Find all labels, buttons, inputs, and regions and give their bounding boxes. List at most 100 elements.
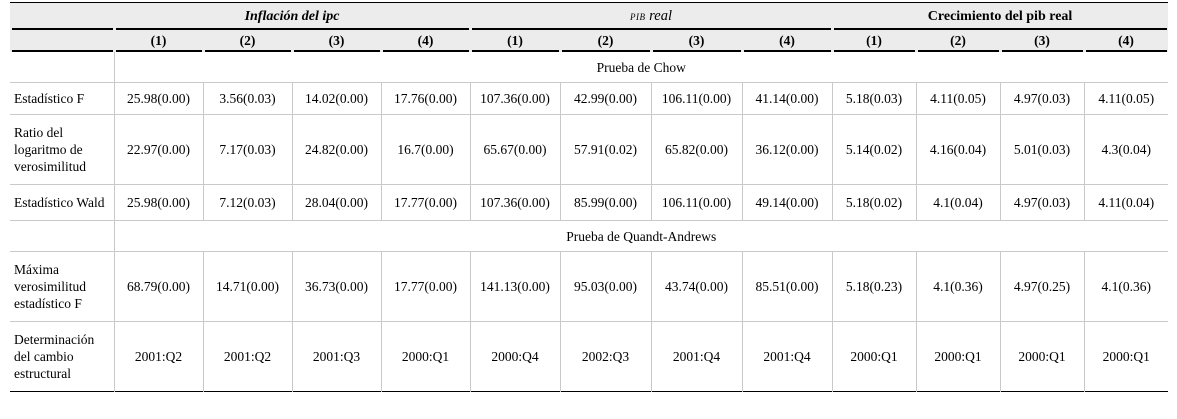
- group-header-inflacion-ipc: Inflación del ipc: [114, 2, 471, 30]
- value-cell: 95.03(0.00): [559, 251, 652, 322]
- value-cell: 4.97(0.03): [999, 82, 1085, 115]
- value-cell: 5.18(0.23): [831, 251, 917, 322]
- table-row-maxima-verosimilitud: Máxima verosimilitud estadístico F 68.79…: [10, 251, 1169, 322]
- column-number-row: (1) (2) (3) (4) (1) (2) (3) (4) (1) (2) …: [10, 30, 1169, 52]
- value-cell: 41.14(0.00): [741, 82, 833, 115]
- value-cell: 4.11(0.04): [1083, 184, 1169, 221]
- value-cell: 28.04(0.00): [291, 184, 381, 221]
- table-row-ratio-verosimilitud: Ratio del logaritmo de verosimilitud 22.…: [10, 114, 1169, 185]
- value-cell: 4.97(0.25): [999, 251, 1085, 322]
- value-cell: 25.98(0.00): [113, 82, 203, 115]
- table-row-cambio-estructural: Determinación del cambio estructural 200…: [10, 321, 1169, 392]
- value-cell: 2000:Q4: [469, 321, 561, 392]
- row-label: Estadístico F: [10, 82, 114, 115]
- col-header: (1): [470, 30, 561, 52]
- value-cell: 14.71(0.00): [202, 251, 292, 322]
- row-label: Determinación del cambio estructural: [10, 321, 114, 392]
- row-label: Máxima verosimilitud estadístico F: [10, 251, 114, 322]
- col-header: (3): [1000, 30, 1085, 52]
- value-cell: 3.56(0.03): [202, 82, 292, 115]
- value-cell: 141.13(0.00): [469, 251, 561, 322]
- value-cell: 2000:Q1: [999, 321, 1085, 392]
- value-cell: 2001:Q2: [202, 321, 292, 392]
- value-cell: 2002:Q3: [559, 321, 652, 392]
- value-cell: 57.91(0.02): [559, 114, 652, 185]
- value-cell: 2001:Q3: [291, 321, 381, 392]
- value-cell: 2001:Q2: [113, 321, 203, 392]
- group-header-row: Inflación del ipc pib real Crecimiento d…: [10, 2, 1169, 30]
- group-header-pib-real: pib real: [470, 2, 833, 30]
- value-cell: 4.11(0.05): [1083, 82, 1169, 115]
- value-cell: 16.7(0.00): [380, 114, 471, 185]
- group-label: Crecimiento del pib real: [927, 8, 1073, 24]
- table-row-estadistico-f: Estadístico F 25.98(0.00) 3.56(0.03) 14.…: [10, 82, 1169, 115]
- value-cell: 42.99(0.00): [559, 82, 652, 115]
- row-label: Estadístico Wald: [10, 184, 114, 221]
- col-header: (4): [1084, 30, 1169, 52]
- value-cell: 5.18(0.03): [831, 82, 917, 115]
- section-row-quandt-andrews: Prueba de Quandt-Andrews: [10, 220, 1169, 252]
- value-cell: 17.76(0.00): [380, 82, 471, 115]
- value-cell: 49.14(0.00): [741, 184, 833, 221]
- value-cell: 17.77(0.00): [380, 184, 471, 221]
- col-header: (1): [832, 30, 917, 52]
- value-cell: 5.14(0.02): [831, 114, 917, 185]
- value-cell: 36.73(0.00): [291, 251, 381, 322]
- section-title: Prueba de Quandt-Andrews: [113, 220, 1169, 252]
- value-cell: 2001:Q4: [650, 321, 743, 392]
- group-label: Inflación del ipc: [244, 8, 340, 24]
- group-label: real: [649, 8, 672, 24]
- value-cell: 4.16(0.04): [915, 114, 1001, 185]
- col-header: (2): [203, 30, 292, 52]
- value-cell: 2000:Q1: [915, 321, 1001, 392]
- value-cell: 106.11(0.00): [650, 82, 743, 115]
- value-cell: 65.82(0.00): [650, 114, 743, 185]
- value-cell: 5.18(0.02): [831, 184, 917, 221]
- value-cell: 43.74(0.00): [650, 251, 743, 322]
- empty-label-cell: [10, 52, 114, 83]
- col-header: (2): [560, 30, 652, 52]
- value-cell: 24.82(0.00): [291, 114, 381, 185]
- value-cell: 7.17(0.03): [202, 114, 292, 185]
- value-cell: 4.97(0.03): [999, 184, 1085, 221]
- value-cell: 2001:Q4: [741, 321, 833, 392]
- corner-cell: [10, 2, 114, 30]
- value-cell: 2000:Q1: [380, 321, 471, 392]
- col-header: (3): [651, 30, 743, 52]
- empty-label-cell: [10, 220, 114, 252]
- col-header: (4): [742, 30, 833, 52]
- value-cell: 107.36(0.00): [469, 184, 561, 221]
- row-label: Ratio del logaritmo de verosimilitud: [10, 114, 114, 185]
- value-cell: 65.67(0.00): [469, 114, 561, 185]
- value-cell: 106.11(0.00): [650, 184, 743, 221]
- group-header-crecimiento-pib: Crecimiento del pib real: [832, 2, 1169, 30]
- col-header: (1): [114, 30, 203, 52]
- value-cell: 4.3(0.04): [1083, 114, 1169, 185]
- value-cell: 2000:Q1: [1083, 321, 1169, 392]
- group-label-smallcaps: pib: [630, 9, 646, 23]
- section-row-chow: Prueba de Chow: [10, 52, 1169, 83]
- value-cell: 4.1(0.36): [915, 251, 1001, 322]
- col-header: (2): [916, 30, 1001, 52]
- value-cell: 7.12(0.03): [202, 184, 292, 221]
- value-cell: 14.02(0.00): [291, 82, 381, 115]
- value-cell: 4.1(0.04): [915, 184, 1001, 221]
- col-header: (4): [381, 30, 471, 52]
- value-cell: 36.12(0.00): [741, 114, 833, 185]
- structural-break-tests-table: Inflación del ipc pib real Crecimiento d…: [10, 2, 1169, 392]
- value-cell: 68.79(0.00): [113, 251, 203, 322]
- value-cell: 85.51(0.00): [741, 251, 833, 322]
- value-cell: 5.01(0.03): [999, 114, 1085, 185]
- col-header: (3): [292, 30, 381, 52]
- table-row-estadistico-wald: Estadístico Wald 25.98(0.00) 7.12(0.03) …: [10, 184, 1169, 221]
- value-cell: 85.99(0.00): [559, 184, 652, 221]
- section-title: Prueba de Chow: [113, 52, 1169, 83]
- value-cell: 4.11(0.05): [915, 82, 1001, 115]
- value-cell: 22.97(0.00): [113, 114, 203, 185]
- value-cell: 17.77(0.00): [380, 251, 471, 322]
- value-cell: 25.98(0.00): [113, 184, 203, 221]
- value-cell: 107.36(0.00): [469, 82, 561, 115]
- value-cell: 4.1(0.36): [1083, 251, 1169, 322]
- value-cell: 2000:Q1: [831, 321, 917, 392]
